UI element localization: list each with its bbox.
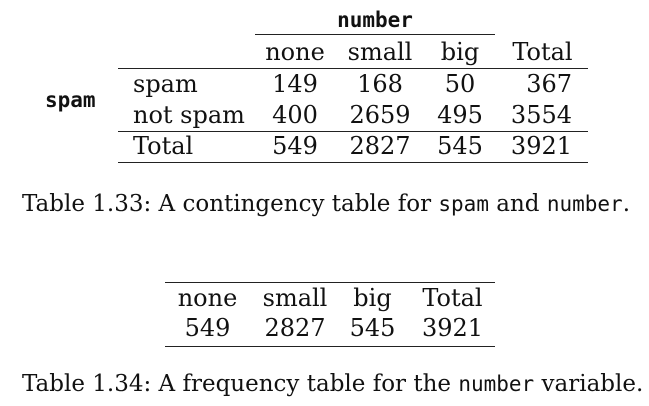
caption-text: . [622,191,631,217]
table-cell: 2659 [349,101,411,129]
table-cell: 400 [272,101,318,129]
table-cell: 549 [184,314,231,342]
row-label-spam: spam [133,70,198,98]
column-header-small: small [347,38,413,66]
column-header-small: small [262,284,328,312]
table-cell: 2827 [264,314,326,342]
total-rule [118,131,588,132]
row-label-not-spam: not spam [133,101,245,129]
table-cell: 3921 [421,314,484,342]
table-cell: 549 [272,132,318,160]
caption-text: A contingency table for [158,191,432,217]
column-header-none: none [265,38,325,66]
bottom-rule [165,346,495,347]
table-cell: 149 [272,70,318,98]
row-label-total: Total [133,132,194,160]
header-rule [118,68,588,69]
caption-prefix: Table 1.33: [22,191,152,217]
table-cell: 50 [444,70,476,98]
table-cell: 2827 [349,132,411,160]
table-cell: 3921 [510,132,572,160]
column-header-total: Total [512,38,573,66]
column-variable-label: number [337,8,413,32]
column-header-big: big [353,284,392,312]
column-header-none: none [177,284,238,312]
table-caption: Table 1.34: A frequency table for the nu… [22,370,643,398]
column-header-total: Total [422,284,483,312]
caption-text: A frequency table for the [158,371,452,397]
table-cell: 168 [357,70,403,98]
table-cell: 3554 [510,101,572,129]
row-variable-label: spam [45,88,96,112]
caption-text: and [496,191,540,217]
column-header-big: big [440,38,480,66]
top-rule [165,282,495,283]
caption-code-number: number [546,192,623,216]
table-cell: 545 [349,314,396,342]
table-cell: 367 [526,70,572,98]
table-cell: 545 [437,132,483,160]
bottom-rule [118,162,588,163]
caption-code-number: number [458,372,535,396]
caption-text: variable. [541,371,644,397]
table-cell: 495 [437,101,483,129]
caption-code-spam: spam [438,192,489,216]
caption-prefix: Table 1.34: [22,371,152,397]
column-variable-rule [255,34,495,35]
table-caption: Table 1.33: A contingency table for spam… [22,190,630,218]
